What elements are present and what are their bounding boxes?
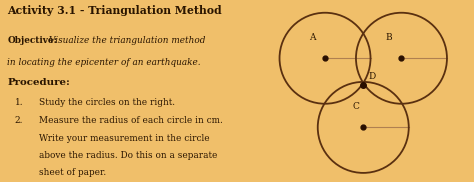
Text: Objective:: Objective: [8, 36, 57, 45]
Text: 1.: 1. [15, 98, 24, 107]
Text: Write your measurement in the circle: Write your measurement in the circle [38, 134, 209, 143]
Text: B: B [385, 33, 392, 42]
Text: sheet of paper.: sheet of paper. [38, 168, 106, 177]
Text: C: C [353, 102, 359, 111]
Text: Measure the radius of each circle in cm.: Measure the radius of each circle in cm. [38, 116, 222, 125]
Text: in locating the epicenter of an earthquake.: in locating the epicenter of an earthqua… [8, 58, 201, 67]
Text: A: A [309, 33, 316, 42]
Text: Activity 3.1 - Triangulation Method: Activity 3.1 - Triangulation Method [8, 5, 222, 16]
Text: 2.: 2. [15, 116, 23, 125]
Text: Visualize the triangulation method: Visualize the triangulation method [48, 36, 205, 45]
Text: Procedure:: Procedure: [8, 78, 70, 87]
Text: D: D [369, 72, 376, 81]
Text: above the radius. Do this on a separate: above the radius. Do this on a separate [38, 151, 217, 160]
Text: Study the circles on the right.: Study the circles on the right. [38, 98, 175, 107]
